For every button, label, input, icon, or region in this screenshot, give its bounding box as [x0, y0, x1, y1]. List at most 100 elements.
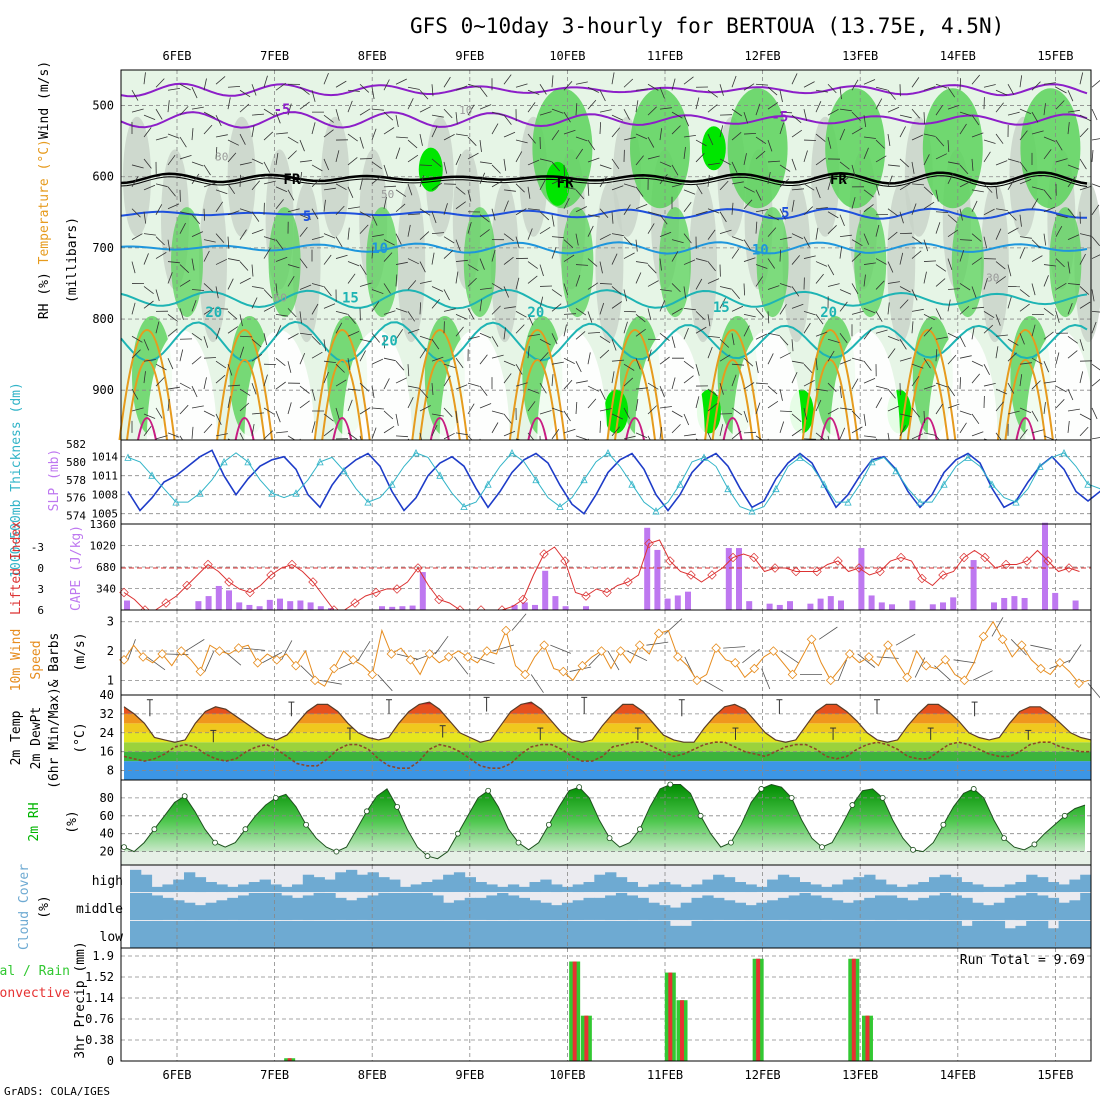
axis-label: 2m RH	[27, 802, 42, 841]
wind-barb	[971, 327, 975, 340]
wind-barb	[239, 162, 252, 166]
rh-grey-region	[321, 116, 350, 237]
wind10m-barb	[838, 659, 847, 681]
cloud-cell	[346, 921, 358, 948]
cloud-cell	[173, 879, 185, 892]
top-date-label: 12FEB	[745, 49, 781, 63]
wind-barb	[275, 313, 288, 317]
wind-barb	[803, 310, 816, 316]
thickness-marker	[220, 457, 228, 466]
cloud-cell	[831, 921, 844, 948]
wind-barb	[875, 280, 885, 290]
rh-line	[123, 783, 1086, 860]
wind-barb	[983, 84, 996, 88]
wind-barb	[527, 275, 538, 284]
wind-barb	[743, 283, 745, 296]
pressure-tick: 600	[92, 170, 114, 184]
wind-barb	[455, 313, 468, 320]
rh-marker	[242, 826, 249, 833]
axis-label-part: (%)	[37, 895, 52, 918]
lifted-index-marker	[833, 556, 843, 566]
wind-barb	[791, 199, 795, 212]
wind-barb	[143, 413, 156, 419]
cloud-cell	[248, 882, 261, 893]
wind-barb	[1079, 286, 1090, 295]
wind-barb	[419, 89, 429, 100]
cloud-cell	[443, 874, 455, 893]
wind-barb	[755, 103, 761, 116]
thickness-marker	[940, 480, 948, 488]
rh-area	[124, 784, 1085, 859]
wind-barb	[179, 264, 190, 273]
wind-barb	[167, 133, 180, 139]
cloud-cell	[615, 921, 628, 948]
wind-barb	[407, 183, 413, 196]
wind-barb	[971, 306, 985, 309]
wind-barb	[131, 261, 136, 274]
cloud-cell	[583, 921, 595, 948]
wind-barb	[755, 402, 761, 415]
wind-barb	[935, 104, 944, 116]
wind-barb	[443, 375, 451, 387]
cape-bar	[909, 600, 916, 610]
rh-green-region	[1020, 88, 1081, 209]
wind-barb	[575, 401, 578, 415]
cloud-cell	[572, 884, 584, 893]
wind-barb	[1019, 374, 1023, 387]
warm-isotherm-arch	[906, 359, 949, 441]
wind-barb	[743, 112, 749, 124]
lifted-index-marker	[980, 552, 990, 563]
cloud-cell	[615, 893, 628, 920]
cape-bar	[776, 604, 783, 610]
rh-green-region	[630, 88, 690, 209]
wind-barb	[1055, 100, 1065, 110]
wind10m-barb	[127, 639, 136, 660]
wind-barb	[767, 214, 779, 221]
lifted-index-marker	[917, 573, 927, 584]
cloud-cell	[885, 921, 898, 948]
precip-border	[120, 947, 1092, 1062]
wind-barb	[191, 214, 201, 225]
wind-barb	[287, 308, 297, 318]
wind-barb	[815, 273, 824, 284]
wind-barb	[287, 103, 292, 116]
wind-barb	[191, 426, 194, 439]
wind-barb	[1007, 227, 1019, 235]
wind-barb	[323, 254, 332, 265]
axis-label-part: 2m RH	[27, 802, 42, 841]
cloud-cell	[313, 877, 325, 893]
wind-barb	[599, 420, 601, 433]
wind10m-marker	[271, 655, 282, 665]
wind-barb	[983, 363, 990, 375]
wind-barb	[1091, 236, 1100, 247]
wind-barb	[935, 403, 944, 415]
wind10m-barb	[358, 640, 371, 661]
wind-barb	[1007, 382, 1015, 394]
cloud-cell	[1058, 902, 1070, 921]
bottom-date-label: 12FEB	[745, 1068, 781, 1082]
wind-barb	[491, 305, 501, 315]
wind-barb	[971, 158, 974, 171]
cloud-cell	[227, 897, 239, 920]
cloud-cell	[626, 921, 638, 948]
wind10m-marker	[825, 675, 836, 686]
thickness-marker	[628, 480, 636, 488]
bottom-date-label: 7FEB	[260, 1068, 289, 1082]
wind-barb	[311, 178, 321, 188]
cloud-level-label: middle	[76, 902, 123, 917]
wind-barb	[1019, 214, 1022, 227]
wind-barb	[1067, 408, 1080, 412]
thickness-marker	[388, 480, 396, 488]
rh-contour-label: 60	[274, 291, 287, 304]
wind-barb	[827, 136, 832, 149]
wind-barb	[671, 283, 681, 293]
wind-barb	[743, 382, 755, 390]
cloud-cell	[410, 884, 422, 893]
cloud-cell	[1069, 921, 1081, 948]
thickness-marker	[508, 449, 516, 457]
wind-barb	[803, 363, 813, 374]
wind-barb	[911, 77, 920, 88]
wind-barb	[1019, 333, 1025, 345]
wind-barb	[323, 158, 330, 171]
wind-barb	[923, 385, 936, 390]
